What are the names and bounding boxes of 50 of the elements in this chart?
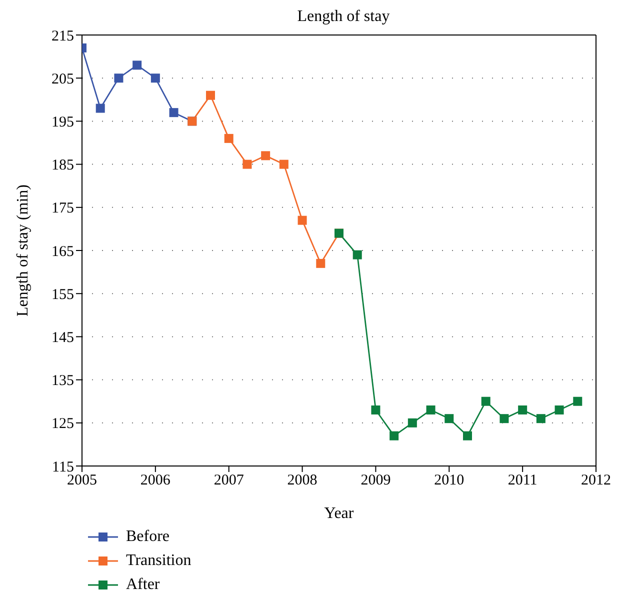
- point: [390, 431, 399, 440]
- x-tick-label: 2007: [214, 472, 244, 489]
- y-tick-label: 145: [52, 330, 74, 346]
- point: [242, 160, 252, 169]
- x-tick-label: 2012: [581, 472, 611, 489]
- legend-label: After: [126, 575, 160, 595]
- legend-label: Transition: [126, 551, 192, 571]
- point: [132, 60, 142, 70]
- point: [573, 396, 582, 406]
- point: [96, 104, 105, 113]
- point: [536, 414, 546, 424]
- x-tick-label: 2006: [140, 472, 171, 489]
- y-axis-title: Length of stay (min): [14, 184, 32, 316]
- point: [261, 151, 270, 160]
- point: [500, 414, 509, 424]
- point: [518, 405, 528, 414]
- y-tick-label: 205: [52, 71, 74, 88]
- y-tick-label: 125: [52, 416, 74, 432]
- x-tick-label: 2010: [434, 472, 464, 489]
- point: [150, 74, 160, 83]
- x-tick-label: 2008: [287, 472, 318, 489]
- point: [463, 431, 472, 440]
- point: [554, 405, 564, 414]
- point: [298, 216, 307, 225]
- y-tick-label: 115: [52, 459, 74, 476]
- point: [444, 414, 454, 424]
- point: [114, 74, 124, 83]
- y-tick-label: 215: [52, 28, 74, 44]
- y-tick-label: 175: [52, 200, 74, 217]
- y-tick-label: 165: [52, 244, 74, 260]
- point: [408, 418, 417, 428]
- point: [316, 258, 326, 268]
- point: [371, 405, 380, 414]
- y-tick-label: 195: [52, 114, 74, 131]
- x-tick-label: 2011: [508, 472, 538, 489]
- point: [352, 250, 362, 260]
- point: [481, 396, 490, 406]
- x-tick-label: 2009: [360, 472, 391, 489]
- chart-title: Length of stay: [296, 8, 391, 26]
- y-tick-label: 185: [52, 158, 74, 174]
- point: [224, 134, 234, 143]
- point: [169, 108, 178, 118]
- x-axis-title: Year: [324, 505, 354, 522]
- y-tick-label: 155: [52, 286, 74, 303]
- legend-label: Before: [126, 527, 170, 547]
- point: [279, 160, 288, 169]
- point: [426, 405, 436, 414]
- point: [206, 90, 215, 100]
- x-tick-label: 2005: [67, 472, 97, 489]
- y-tick-label: 135: [52, 373, 74, 390]
